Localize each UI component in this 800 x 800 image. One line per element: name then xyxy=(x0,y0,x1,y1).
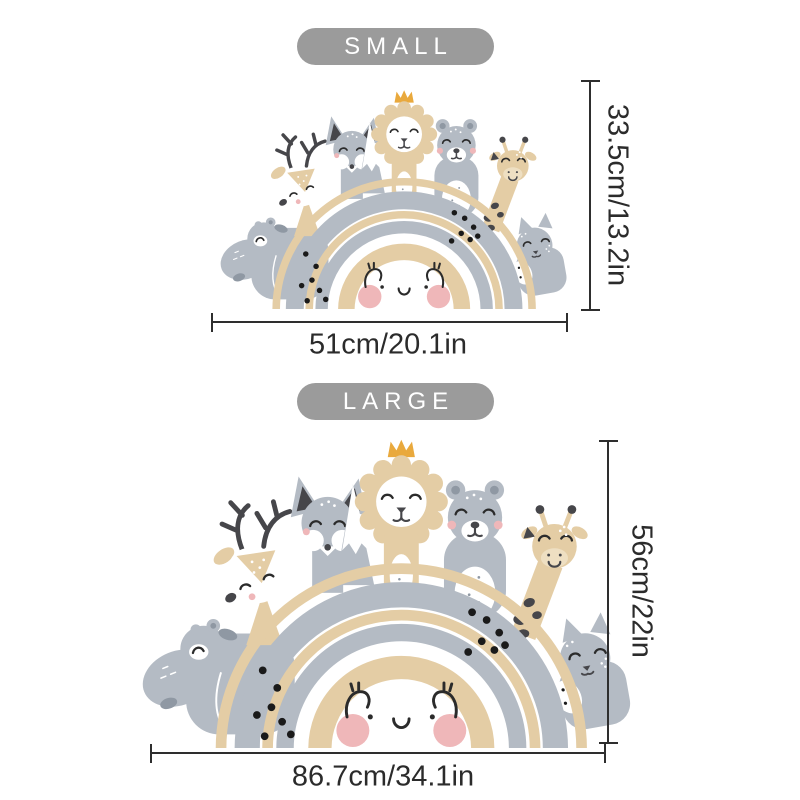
large-width-dimension-label: 86.7cm/34.1in xyxy=(291,760,475,793)
large-decal-preview xyxy=(128,428,632,748)
large-height-dimension-label: 56cm/22in xyxy=(625,524,658,658)
small-height-dimension-line xyxy=(581,80,600,311)
small-width-dimension-line xyxy=(211,313,568,332)
size-badge-small: SMALL xyxy=(297,28,494,65)
small-width-dimension-label: 51cm/20.1in xyxy=(309,328,467,361)
large-width-dimension-line xyxy=(150,744,606,763)
size-badge-large: LARGE xyxy=(297,383,494,420)
large-height-dimension-line xyxy=(599,440,618,744)
small-decal-preview xyxy=(210,82,568,309)
small-height-dimension-label: 33.5cm/13.2in xyxy=(601,103,634,287)
